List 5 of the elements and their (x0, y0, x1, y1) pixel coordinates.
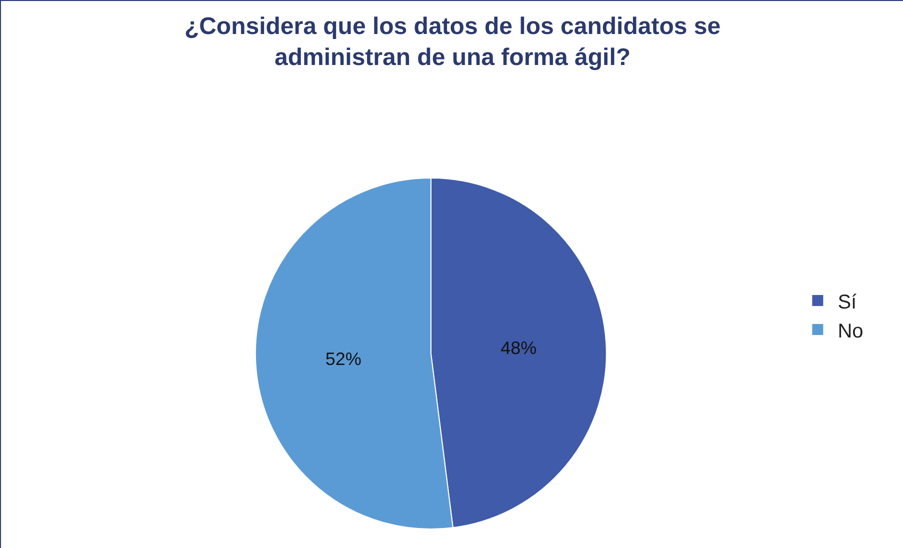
chart-title: ¿Considera que los datos de los candidatos se administran de una forma ágil? (184, 12, 721, 72)
legend-label: No (838, 320, 864, 342)
legend-label: Sí (838, 291, 858, 314)
data-label: 48% (500, 338, 537, 358)
data-label: 52% (325, 349, 362, 370)
